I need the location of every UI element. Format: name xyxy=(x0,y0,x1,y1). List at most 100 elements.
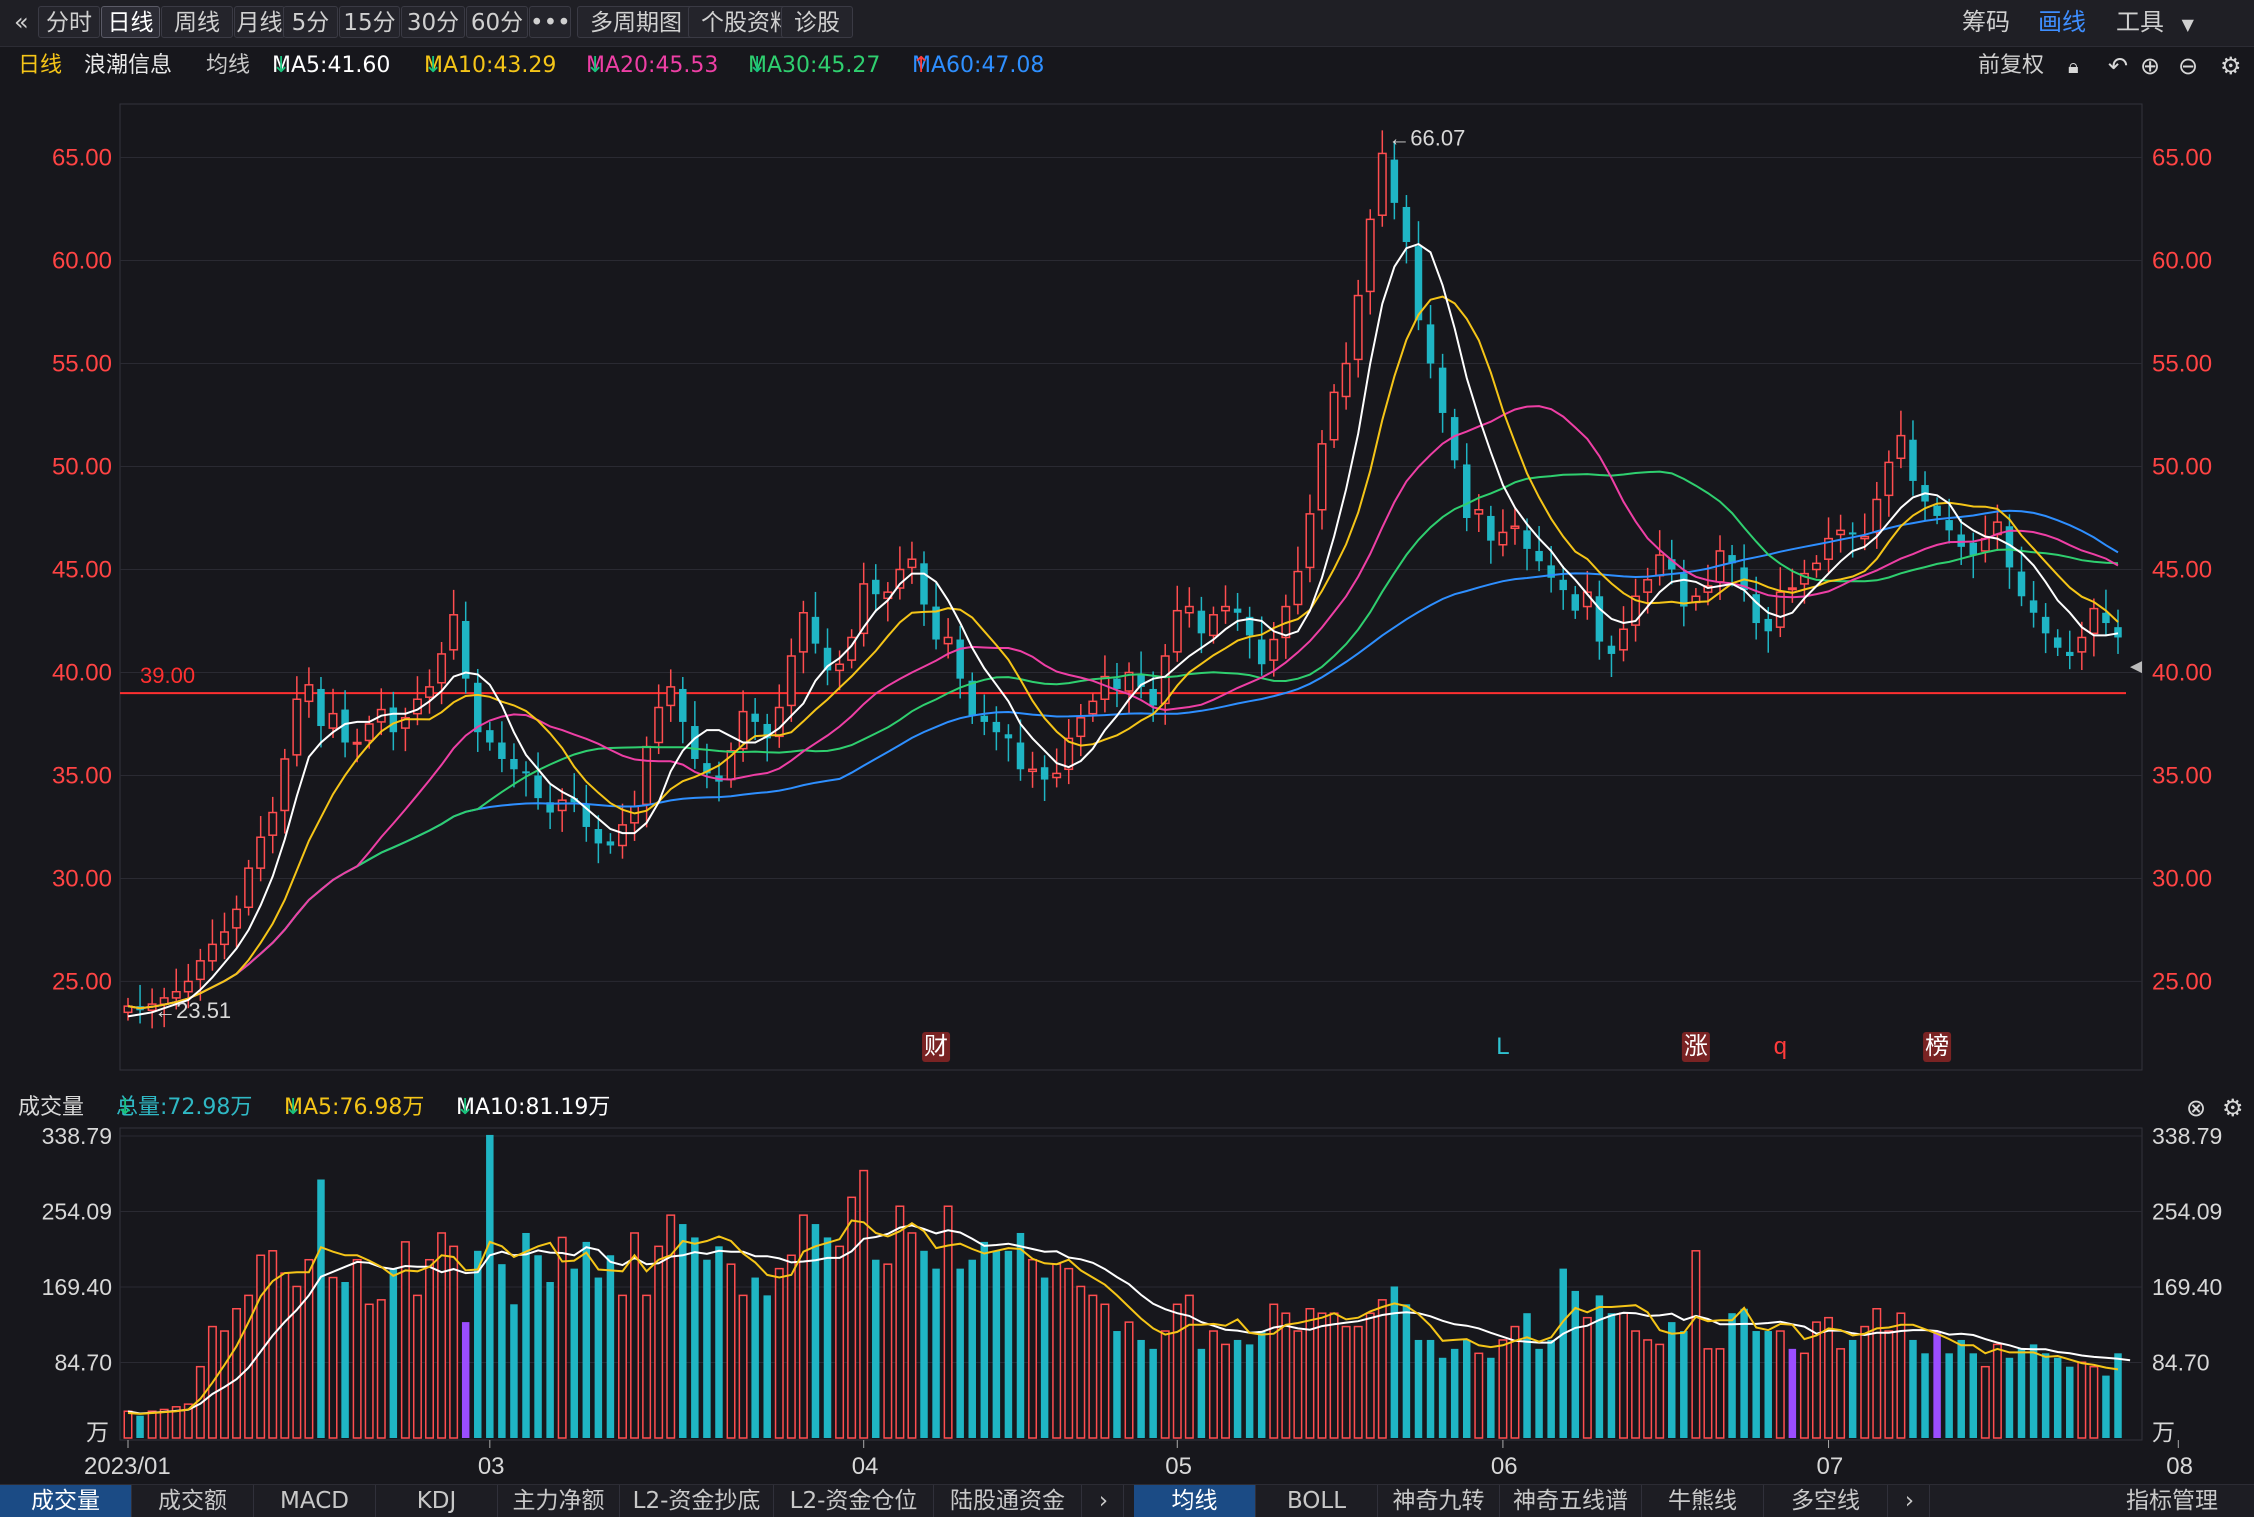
volume-bar[interactable] xyxy=(1909,1339,1917,1438)
volume-bar[interactable] xyxy=(1414,1339,1423,1438)
volume-bar[interactable] xyxy=(847,1196,857,1439)
volume-bar[interactable] xyxy=(1691,1250,1701,1439)
volume-bar[interactable] xyxy=(823,1237,832,1438)
candle[interactable] xyxy=(1450,408,1459,469)
volume-bar[interactable] xyxy=(1064,1267,1074,1439)
volume-bar[interactable] xyxy=(726,1263,736,1439)
volume-bar[interactable] xyxy=(1124,1321,1134,1439)
volume-bar[interactable] xyxy=(1281,1312,1291,1439)
candle[interactable] xyxy=(1052,748,1062,788)
candle[interactable] xyxy=(1559,565,1567,610)
volume-bar[interactable] xyxy=(2053,1357,2062,1438)
period-tab[interactable]: 周线 xyxy=(161,6,233,38)
indicator-tab[interactable]: BOLL xyxy=(1256,1485,1378,1517)
candle[interactable] xyxy=(895,546,905,600)
volume-bar[interactable] xyxy=(1668,1322,1676,1438)
chevron-right-icon[interactable]: › xyxy=(1084,1485,1124,1517)
volume-bar[interactable] xyxy=(1016,1232,1025,1438)
candle[interactable] xyxy=(617,803,627,859)
candle[interactable] xyxy=(123,997,133,1021)
event-marker[interactable]: q xyxy=(1774,1033,1787,1060)
settings-icon[interactable]: ⚙ xyxy=(2220,52,2242,80)
period-tab[interactable]: 5分 xyxy=(283,6,338,38)
chips-button[interactable]: 筹码 xyxy=(1962,8,2010,36)
volume-bar[interactable] xyxy=(1523,1313,1531,1438)
volume-bar[interactable] xyxy=(872,1259,880,1438)
volume-bar[interactable] xyxy=(389,1268,398,1438)
candle[interactable] xyxy=(1028,751,1038,788)
volume-bar[interactable] xyxy=(1329,1312,1339,1439)
volume-bar[interactable] xyxy=(1498,1339,1508,1439)
volume-bar[interactable] xyxy=(1208,1330,1218,1439)
volume-bar[interactable] xyxy=(2041,1353,2050,1438)
draw-line-button[interactable]: 画线 xyxy=(2038,8,2086,36)
volume-bar[interactable] xyxy=(1619,1312,1629,1439)
candle[interactable] xyxy=(726,742,736,788)
volume-bar[interactable] xyxy=(1582,1316,1592,1439)
candle[interactable] xyxy=(582,784,591,842)
volume-bar[interactable] xyxy=(1184,1294,1194,1439)
candle[interactable] xyxy=(232,895,242,948)
indicator-tab[interactable]: 主力净额 xyxy=(498,1485,620,1517)
candle[interactable] xyxy=(679,677,687,744)
candle[interactable] xyxy=(268,796,278,854)
candle[interactable] xyxy=(811,591,820,654)
candle[interactable] xyxy=(1281,594,1291,659)
volume-bar[interactable] xyxy=(328,1276,338,1439)
candle[interactable] xyxy=(474,668,482,752)
candle[interactable] xyxy=(219,912,229,960)
candle[interactable] xyxy=(1329,384,1339,448)
candle[interactable] xyxy=(292,676,302,767)
candle[interactable] xyxy=(1233,592,1242,631)
volume-bar[interactable] xyxy=(364,1303,374,1439)
candle[interactable] xyxy=(1197,596,1206,654)
volume-bar[interactable] xyxy=(1100,1303,1110,1439)
candle[interactable] xyxy=(751,698,759,741)
volume-bar[interactable] xyxy=(437,1232,447,1439)
volume-bar[interactable] xyxy=(280,1272,290,1439)
settings-icon[interactable]: ⚙ xyxy=(2222,1094,2244,1122)
candle[interactable] xyxy=(1619,606,1629,662)
volume-bar[interactable] xyxy=(1172,1303,1182,1439)
volume-bar[interactable] xyxy=(980,1241,989,1438)
volume-bar[interactable] xyxy=(1402,1304,1411,1438)
candlestick-chart[interactable]: 65.00 65.00 60.00 60.00 55.00 55.00 50.00 50.00… xyxy=(0,84,2254,1084)
candle[interactable] xyxy=(1487,505,1495,564)
volume-bar[interactable] xyxy=(1462,1339,1471,1438)
volume-bar[interactable] xyxy=(968,1259,976,1438)
volume-bar[interactable] xyxy=(1992,1343,2002,1439)
candle[interactable] xyxy=(786,638,796,722)
period-tab[interactable]: 月线 xyxy=(234,6,285,38)
volume-bar[interactable] xyxy=(666,1214,676,1439)
candle[interactable] xyxy=(1088,693,1098,722)
volume-bar[interactable] xyxy=(992,1250,1001,1438)
volume-bar[interactable] xyxy=(1703,1348,1713,1439)
candle[interactable] xyxy=(328,688,338,738)
indicator-tab[interactable]: L2-资金抄底 xyxy=(620,1485,774,1517)
indicator-tab[interactable]: 神奇五线谱 xyxy=(1500,1485,1642,1517)
volume-bar[interactable] xyxy=(1474,1352,1484,1439)
volume-bar[interactable] xyxy=(412,1294,422,1439)
candle[interactable] xyxy=(1064,719,1074,785)
volume-bar[interactable] xyxy=(136,1415,144,1438)
candle[interactable] xyxy=(1317,430,1327,530)
volume-bar[interactable] xyxy=(751,1277,759,1438)
candle[interactable] xyxy=(774,684,784,748)
volume-bar[interactable] xyxy=(1933,1331,1941,1438)
volume-bar[interactable] xyxy=(376,1299,386,1439)
volume-bar[interactable] xyxy=(1631,1330,1641,1439)
volume-bar[interactable] xyxy=(232,1307,242,1439)
volume-bar[interactable] xyxy=(2089,1365,2099,1439)
indicator-tab[interactable]: 牛熊线 xyxy=(1642,1485,1764,1517)
volume-bar[interactable] xyxy=(534,1255,542,1438)
volume-bar[interactable] xyxy=(1353,1325,1363,1439)
volume-bar[interactable] xyxy=(1764,1331,1772,1438)
candle[interactable] xyxy=(557,788,567,832)
volume-bar[interactable] xyxy=(1233,1339,1242,1438)
volume-bar[interactable] xyxy=(1752,1331,1760,1438)
candle[interactable] xyxy=(1293,546,1303,615)
candle[interactable] xyxy=(1305,494,1315,583)
indicator-manage-button[interactable]: 指标管理 xyxy=(2126,1488,2218,1514)
candle[interactable] xyxy=(1040,755,1049,802)
volume-bar[interactable] xyxy=(1848,1339,1857,1438)
